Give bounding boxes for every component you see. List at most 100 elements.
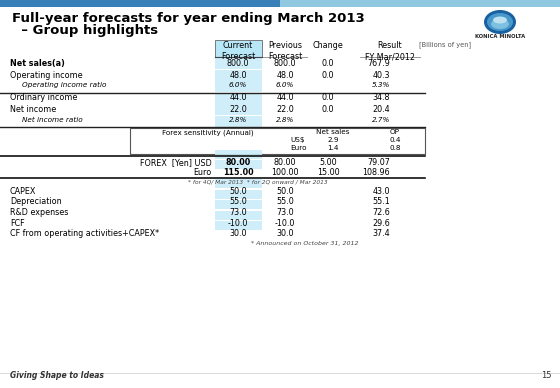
Text: Net sales(a): Net sales(a) [10,59,65,68]
Text: 5.00: 5.00 [319,158,337,167]
Text: 22.0: 22.0 [276,105,294,114]
Text: 73.0: 73.0 [276,208,294,217]
Text: 2.9: 2.9 [327,137,339,143]
Text: Previous
Forecast: Previous Forecast [268,41,302,61]
Text: 0.4: 0.4 [389,137,401,143]
Text: 44.0: 44.0 [229,94,247,102]
Text: FOREX  [Yen] USD: FOREX [Yen] USD [140,158,212,167]
Text: 48.0: 48.0 [229,71,247,80]
Bar [215,69,262,80]
Text: 0.0: 0.0 [322,71,334,80]
Bar [215,116,262,126]
Text: 800.0: 800.0 [227,59,249,68]
Text: 72.6: 72.6 [372,208,390,217]
Text: 80.00: 80.00 [274,158,296,167]
Text: 50.0: 50.0 [276,187,294,196]
Text: OP: OP [390,129,400,135]
Text: 15.00: 15.00 [317,168,339,177]
Bar [215,81,262,92]
Text: 55.0: 55.0 [229,197,247,206]
Text: Net income ratio: Net income ratio [22,116,83,123]
Text: 29.6: 29.6 [372,218,390,227]
Text: 40.3: 40.3 [372,71,390,80]
Text: 115.00: 115.00 [223,168,253,177]
Text: 2.8%: 2.8% [276,116,294,123]
Text: – Group highlights: – Group highlights [12,24,158,37]
Bar [215,160,262,169]
Text: 5.3%: 5.3% [372,82,390,88]
Text: 0.8: 0.8 [389,144,401,151]
Bar [215,40,262,57]
Text: Result
FY Mar/2012: Result FY Mar/2012 [365,41,415,61]
Bar [130,128,425,154]
Text: 79.07: 79.07 [367,158,390,167]
Text: Net sales: Net sales [316,129,350,135]
Text: 55.1: 55.1 [372,197,390,206]
Bar [215,150,262,159]
Text: 34.8: 34.8 [372,94,390,102]
Text: Ordinary income: Ordinary income [10,94,77,102]
Text: Change: Change [312,41,343,50]
Text: 55.0: 55.0 [276,197,294,206]
Text: 37.4: 37.4 [372,229,390,238]
Text: 43.0: 43.0 [372,187,390,196]
Bar [0,0,560,7]
Text: 20.4: 20.4 [372,105,390,114]
Text: 800.0: 800.0 [274,59,296,68]
Text: FCF: FCF [10,218,25,227]
Text: 48.0: 48.0 [276,71,294,80]
Text: 0.0: 0.0 [322,105,334,114]
Text: 0.0: 0.0 [322,59,334,68]
Text: 100.00: 100.00 [271,168,298,177]
Text: CF from operating activities+CAPEX*: CF from operating activities+CAPEX* [10,229,159,238]
Text: Depreciation: Depreciation [10,197,62,206]
Text: 30.0: 30.0 [276,229,294,238]
Bar [215,92,262,104]
Text: KONICA MINOLTA: KONICA MINOLTA [475,34,525,39]
Text: 0.0: 0.0 [322,94,334,102]
Text: 22.0: 22.0 [229,105,247,114]
Text: 767.9: 767.9 [367,59,390,68]
Bar [215,189,262,199]
Ellipse shape [491,19,509,29]
Bar [0,0,280,7]
Bar [215,58,262,69]
Bar [215,179,262,188]
Text: Euro: Euro [290,144,306,151]
Text: [Billions of yen]: [Billions of yen] [419,41,471,48]
Text: Giving Shape to Ideas: Giving Shape to Ideas [10,371,104,380]
Ellipse shape [487,13,513,31]
Text: Operating income ratio: Operating income ratio [22,82,106,88]
Text: 44.0: 44.0 [276,94,294,102]
Text: US$: US$ [290,137,305,143]
Text: 6.0%: 6.0% [276,82,294,88]
Bar [215,104,262,115]
Ellipse shape [493,17,507,24]
Bar [215,221,262,230]
Text: Net income: Net income [10,105,56,114]
Text: * Announced on October 31, 2012: * Announced on October 31, 2012 [251,241,359,246]
Text: 1.4: 1.4 [327,144,339,151]
Bar [215,211,262,220]
Ellipse shape [484,10,516,34]
Text: R&D expenses: R&D expenses [10,208,68,217]
Text: Euro: Euro [194,168,212,177]
Bar [280,0,560,7]
Text: 80.00: 80.00 [225,158,251,167]
Text: 2.7%: 2.7% [372,116,390,123]
Text: * for 4Q/ Mar 2013  * for 2Q onward / Mar 2013: * for 4Q/ Mar 2013 * for 2Q onward / Mar… [188,179,328,184]
Text: 50.0: 50.0 [229,187,247,196]
Bar [215,200,262,209]
Text: Full-year forecasts for year ending March 2013: Full-year forecasts for year ending Marc… [12,12,365,25]
Text: CAPEX: CAPEX [10,187,36,196]
Text: Operating income: Operating income [10,71,83,80]
Text: Current
Forecast: Current Forecast [221,41,255,61]
Text: Forex sensitivity (Annual): Forex sensitivity (Annual) [162,129,253,135]
Text: 73.0: 73.0 [229,208,247,217]
Text: 2.8%: 2.8% [229,116,247,123]
Text: 6.0%: 6.0% [229,82,247,88]
Text: -10.0: -10.0 [228,218,248,227]
Text: -10.0: -10.0 [275,218,295,227]
Text: 30.0: 30.0 [229,229,247,238]
Text: 108.96: 108.96 [362,168,390,177]
